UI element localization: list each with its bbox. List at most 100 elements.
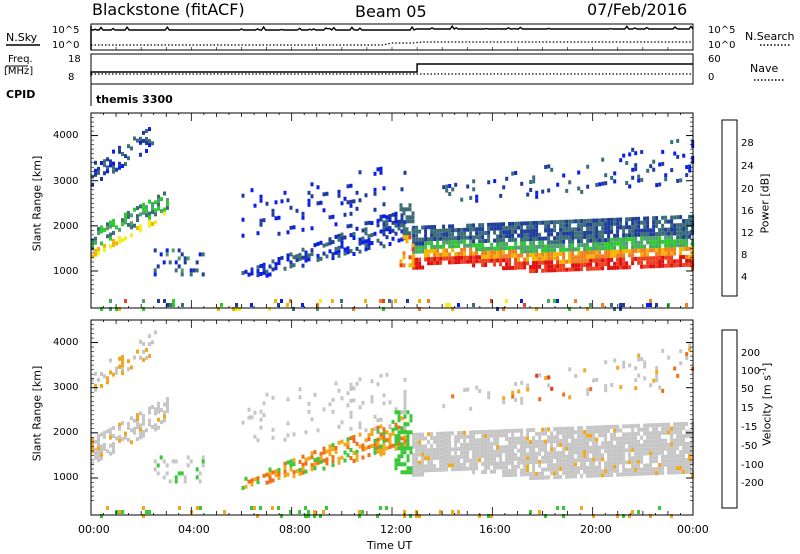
velocity-cell: [589, 425, 593, 430]
power-cell: [405, 227, 409, 232]
velocity-cell: [646, 443, 650, 448]
power-cell: [385, 223, 389, 228]
velocity-cell: [430, 432, 434, 437]
power-cell: [550, 220, 554, 225]
velocity-cell: [277, 472, 281, 476]
power-cell: [475, 198, 479, 203]
power-cell: [541, 240, 545, 245]
power-cell: [631, 217, 635, 222]
power-cell: [619, 303, 622, 307]
x-tick: 08:00: [279, 523, 311, 536]
velocity-cell: [409, 446, 413, 451]
velocity-cell: [343, 450, 347, 455]
power-cell: [376, 219, 380, 224]
power-cell: [538, 252, 542, 257]
velocity-cell: [643, 447, 647, 452]
velocity-cell: [631, 448, 635, 453]
velocity-cell: [406, 430, 410, 435]
velocity-cell: [373, 442, 377, 447]
velocity-cell: [421, 468, 425, 473]
velocity-cell: [664, 442, 668, 447]
power-cell: [601, 303, 604, 307]
velocity-cell: [658, 463, 662, 467]
power-cell: [547, 240, 551, 245]
velocity-cell: [637, 443, 641, 448]
velocity-cell: [430, 460, 434, 465]
velocity-cell: [622, 448, 626, 453]
power-cell: [574, 263, 578, 268]
velocity-cell: [337, 424, 341, 429]
velocity-cell: [145, 510, 148, 514]
power-cell: [472, 259, 476, 264]
velocity-cell: [478, 454, 482, 459]
power-cell: [262, 262, 266, 267]
power-cell: [103, 171, 106, 176]
power-cell: [595, 234, 599, 239]
velocity-cell: [436, 447, 440, 452]
power-cell: [571, 235, 575, 240]
velocity-cell: [109, 427, 112, 432]
velocity-cell: [451, 431, 455, 436]
velocity-cell: [604, 449, 608, 454]
power-cell: [439, 232, 443, 237]
power-cell: [358, 237, 362, 242]
power-cell: [511, 229, 515, 234]
power-cell: [562, 227, 566, 232]
velocity-cell: [112, 446, 115, 450]
power-cell: [277, 215, 281, 220]
power-cell: [547, 236, 551, 241]
velocity-cell: [595, 469, 599, 474]
power-cell: [634, 220, 638, 225]
nsky-label: N.Sky: [6, 31, 38, 44]
power-cell: [679, 239, 683, 244]
velocity-cell: [457, 455, 461, 459]
power-cell: [454, 256, 458, 261]
power-cell: [109, 232, 112, 237]
velocity-cell: [568, 395, 572, 400]
velocity-cell: [424, 456, 428, 461]
power-cell: [399, 207, 403, 212]
velocity-cell: [367, 445, 371, 450]
velocity-cell: [478, 442, 482, 447]
power-cell: [619, 241, 623, 246]
velocity-cell: [139, 339, 142, 344]
power-cell: [526, 233, 530, 238]
power-cell: [658, 162, 662, 167]
power-cell: [127, 210, 130, 215]
velocity-cell: [475, 462, 479, 467]
velocity-cell: [628, 432, 632, 437]
power-cell: [529, 221, 533, 226]
power-cell: [601, 262, 605, 267]
power-cell: [571, 219, 575, 224]
velocity-cell: [370, 399, 374, 404]
velocity-cell: [511, 440, 515, 445]
power-cell: [415, 257, 419, 262]
power-cell: [153, 268, 157, 273]
power-cell: [595, 246, 599, 251]
power-cell: [586, 250, 590, 255]
velocity-cell: [658, 467, 662, 471]
power-cell: [676, 263, 680, 268]
power-cell: [580, 227, 584, 232]
power-cell: [304, 258, 308, 263]
power-cell: [655, 256, 659, 261]
power-cell: [100, 307, 103, 311]
power-cell: [250, 188, 254, 193]
power-cell: [646, 224, 650, 229]
velocity-cell: [598, 473, 602, 478]
velocity-cell: [595, 449, 599, 454]
velocity-cell: [637, 451, 641, 456]
power-cell: [337, 237, 341, 242]
power-cell: [673, 251, 677, 256]
velocity-cell: [124, 431, 127, 436]
power-cell: [268, 272, 272, 277]
velocity-cell: [310, 467, 314, 472]
velocity-cell: [256, 480, 260, 485]
velocity-cell: [415, 514, 418, 518]
power-cell: [535, 232, 539, 237]
power-cell: [685, 218, 689, 223]
power-cell: [151, 206, 154, 210]
power-cell: [337, 233, 341, 238]
power-cell: [520, 253, 524, 258]
power-cell: [388, 230, 392, 234]
